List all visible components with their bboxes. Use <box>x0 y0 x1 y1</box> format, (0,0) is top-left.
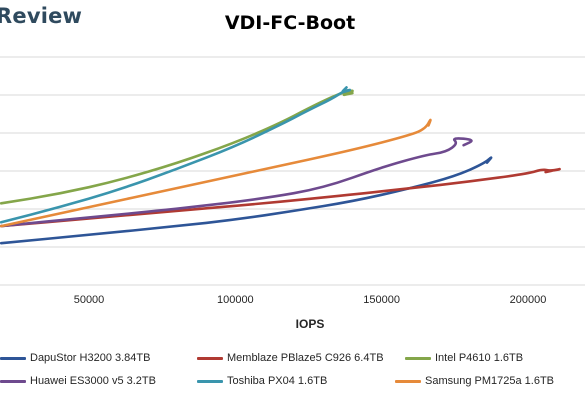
series-line-2 <box>0 89 354 205</box>
x-tick-label: 50000 <box>74 294 105 306</box>
series-line-4 <box>0 86 352 224</box>
legend-swatch <box>0 379 26 383</box>
gridlines <box>0 56 585 286</box>
legend-label: Intel P4610 1.6TB <box>435 352 524 364</box>
legend-item: Toshiba PX04 1.6TB <box>197 375 327 387</box>
legend-swatch <box>0 356 26 360</box>
x-tick-label: 150000 <box>363 294 400 306</box>
legend-label: Memblaze PBlaze5 C926 6.4TB <box>227 352 384 364</box>
legend-item: Huawei ES3000 v5 3.2TB <box>0 375 156 387</box>
legend-swatch <box>197 379 223 383</box>
legend-item: DapuStor H3200 3.84TB <box>0 352 150 364</box>
legend-swatch <box>395 379 421 383</box>
chart-legend: DapuStor H3200 3.84TB Memblaze PBlaze5 C9… <box>0 344 585 396</box>
series-lines <box>0 86 561 245</box>
legend-swatch <box>405 356 431 360</box>
series-line-1 <box>0 167 561 228</box>
legend-label: DapuStor H3200 3.84TB <box>30 352 151 364</box>
legend-item: Memblaze PBlaze5 C926 6.4TB <box>197 352 384 364</box>
series-line-5 <box>0 118 432 228</box>
series-line-0 <box>0 156 493 245</box>
x-tick-label: 200000 <box>510 294 547 306</box>
legend-swatch <box>197 356 223 360</box>
legend-item: Intel P4610 1.6TB <box>405 352 523 364</box>
chart-title: VDI-FC-Boot <box>224 12 356 34</box>
legend-item: Samsung PM1725a 1.6TB <box>395 375 554 387</box>
x-tick-labels: 50000 100000 150000 200000 <box>74 294 547 306</box>
x-tick-label: 100000 <box>217 294 254 306</box>
series-line-3 <box>0 137 473 228</box>
x-axis-label: IOPS <box>296 317 325 331</box>
legend-label: Samsung PM1725a 1.6TB <box>425 375 555 387</box>
legend-label: Huawei ES3000 v5 3.2TB <box>30 375 156 387</box>
legend-label: Toshiba PX04 1.6TB <box>227 375 328 387</box>
review-logo-text: Review <box>0 4 83 28</box>
